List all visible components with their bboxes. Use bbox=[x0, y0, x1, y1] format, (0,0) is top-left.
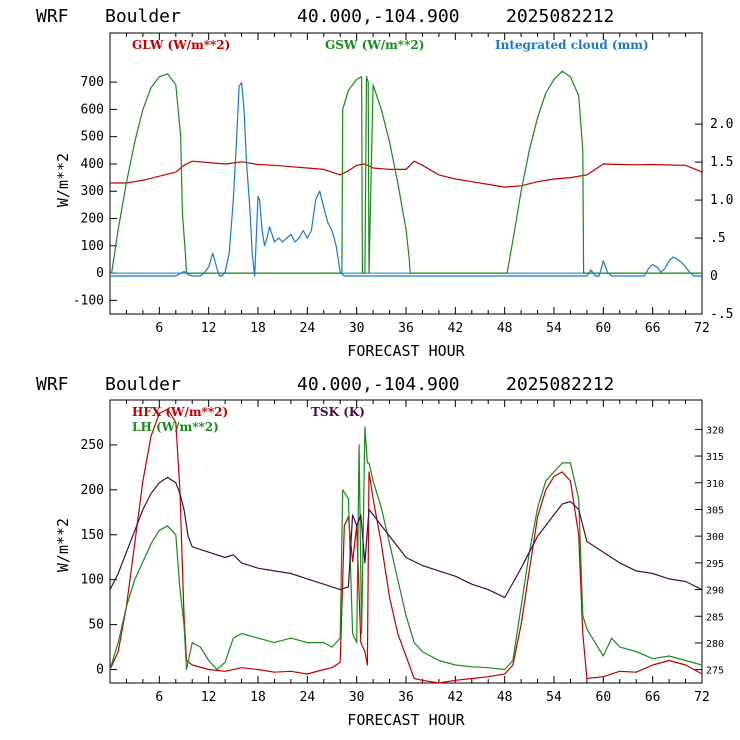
chart-bottom-x-tick-label: 72 bbox=[694, 690, 710, 705]
chart-bottom-header-coords: 40.000,-104.900 bbox=[297, 374, 460, 395]
chart-top-header-init: 2025082212 bbox=[506, 6, 614, 27]
chart-top-header-model: WRF bbox=[36, 6, 69, 27]
chart-bottom-x-tick-label: 24 bbox=[300, 690, 316, 705]
chart-bottom-x-tick-label: 60 bbox=[596, 690, 612, 705]
chart-top-x-tick-label: 36 bbox=[398, 321, 414, 336]
chart-top-x-tick-label: 66 bbox=[645, 321, 661, 336]
chart-top-legend-cloud: Integrated cloud (mm) bbox=[495, 38, 649, 52]
chart-top-x-tick-label: 24 bbox=[300, 321, 316, 336]
chart-top-x-tick-label: 72 bbox=[694, 321, 710, 336]
chart-bottom-header-site: Boulder bbox=[105, 374, 181, 395]
chart-top: WRF Boulder 40.000,-104.900 2025082212 G… bbox=[36, 6, 733, 360]
chart-bottom-series-line-1 bbox=[109, 426, 703, 671]
chart-top-y2-tick-label: 2.0 bbox=[710, 117, 733, 132]
chart-bottom-y2-tick-label: 285 bbox=[706, 612, 724, 623]
chart-bottom-y-tick-label: 100 bbox=[81, 573, 104, 588]
chart-top-y-tick-label: -100 bbox=[73, 293, 104, 308]
chart-top-y-tick-label: 400 bbox=[81, 157, 104, 172]
chart-bottom-series-line-2 bbox=[109, 476, 703, 599]
chart-top-series-line-1 bbox=[111, 70, 702, 274]
chart-top-x-tick-label: 60 bbox=[596, 321, 612, 336]
chart-top-x-tick-label: 12 bbox=[201, 321, 217, 336]
chart-bottom-y2-tick-label: 300 bbox=[706, 532, 724, 543]
chart-top-y2-tick-label: 1.0 bbox=[710, 193, 733, 208]
chart-bottom-x-tick-label: 42 bbox=[448, 690, 464, 705]
chart-top-header-site: Boulder bbox=[105, 6, 181, 27]
chart-bottom-y2-tick-label: 275 bbox=[706, 666, 724, 677]
chart-bottom-y2-tick-label: 290 bbox=[706, 586, 724, 597]
chart-top-header-coords: 40.000,-104.900 bbox=[297, 6, 460, 27]
chart-bottom-y2-tick-label: 310 bbox=[706, 479, 724, 490]
chart-top-y-tick-label: 600 bbox=[81, 102, 104, 117]
chart-bottom-y-tick-label: 200 bbox=[81, 483, 104, 498]
chart-bottom-y2-tick-label: 280 bbox=[706, 639, 724, 650]
chart-bottom-header-model: WRF bbox=[36, 374, 69, 395]
chart-top-y-label: W/m**2 bbox=[54, 153, 72, 207]
chart-bottom-legend-tsk: TSK (K) bbox=[311, 405, 365, 419]
chart-bottom-y-tick-label: 250 bbox=[81, 438, 104, 453]
chart-bottom-y2-tick-label: 320 bbox=[706, 425, 724, 436]
chart-bottom-y-tick-label: 50 bbox=[88, 618, 104, 633]
chart-bottom-y2-tick-label: 305 bbox=[706, 505, 724, 516]
chart-bottom-header-init: 2025082212 bbox=[506, 374, 614, 395]
chart-top-series-line-0 bbox=[110, 160, 703, 188]
chart-top-legend-glw: GLW (W/m**2) bbox=[132, 38, 230, 52]
chart-bottom-y-tick-label: 0 bbox=[96, 663, 104, 678]
chart-bottom-legend-hfx: HFX (W/m**2) bbox=[132, 405, 228, 419]
chart-top-x-axis: 6 12 18 24 30 36 42 48 54 60 66 72 bbox=[125, 33, 710, 336]
chart-top-legend-gsw: GSW (W/m**2) bbox=[325, 38, 424, 52]
chart-top-y2-tick-label: 0 bbox=[710, 269, 718, 284]
chart-top-y-tick-label: 300 bbox=[81, 184, 104, 199]
chart-bottom-y-axis: 0 50 100 150 200 250 bbox=[81, 438, 117, 678]
chart-bottom-y2-axis: 275 280 285 290 295 300 305 310 315 320 bbox=[695, 425, 724, 677]
chart-top-x-tick-label: 42 bbox=[448, 321, 464, 336]
chart-top-y-tick-label: 200 bbox=[81, 212, 104, 227]
chart-top-y-tick-label: 0 bbox=[96, 266, 104, 281]
chart-top-y2-axis: -.5 0 .5 1.0 1.5 2.0 bbox=[695, 117, 733, 322]
chart-top-x-tick-label: 54 bbox=[546, 321, 562, 336]
chart-top-y-tick-label: 700 bbox=[81, 75, 104, 90]
chart-bottom-x-tick-label: 66 bbox=[645, 690, 661, 705]
chart-top-x-tick-label: 48 bbox=[497, 321, 513, 336]
chart-top-x-label: FORECAST HOUR bbox=[347, 342, 465, 360]
chart-bottom-y-label: W/m**2 bbox=[54, 518, 72, 572]
chart-bottom-x-tick-label: 30 bbox=[349, 690, 365, 705]
chart-top-x-tick-label: 30 bbox=[349, 321, 365, 336]
chart-top-y2-tick-label: -.5 bbox=[710, 307, 733, 322]
chart-top-y-tick-label: 100 bbox=[81, 239, 104, 254]
chart-bottom: WRF Boulder 40.000,-104.900 2025082212 H… bbox=[36, 374, 724, 729]
chart-bottom-x-tick-label: 36 bbox=[398, 690, 414, 705]
chart-bottom-x-axis: 6 12 18 24 30 36 42 48 54 60 66 72 bbox=[125, 400, 710, 705]
chart-bottom-series-line-0 bbox=[109, 408, 703, 684]
chart-top-y-tick-label: 500 bbox=[81, 130, 104, 145]
chart-bottom-x-tick-label: 18 bbox=[250, 690, 266, 705]
chart-top-series bbox=[110, 70, 703, 277]
chart-top-y2-tick-label: .5 bbox=[710, 231, 726, 246]
chart-bottom-x-tick-label: 12 bbox=[201, 690, 217, 705]
chart-bottom-x-tick-label: 48 bbox=[497, 690, 513, 705]
chart-bottom-x-label: FORECAST HOUR bbox=[347, 711, 465, 729]
chart-bottom-y2-tick-label: 315 bbox=[706, 452, 724, 463]
chart-top-y2-tick-label: 1.5 bbox=[710, 155, 733, 170]
chart-bottom-y2-tick-label: 295 bbox=[706, 559, 724, 570]
chart-top-x-tick-label: 18 bbox=[250, 321, 266, 336]
chart-top-x-tick-label: 6 bbox=[155, 321, 163, 336]
chart-bottom-x-tick-label: 54 bbox=[546, 690, 562, 705]
chart-bottom-y-tick-label: 150 bbox=[81, 528, 104, 543]
chart-top-series-line-2 bbox=[110, 81, 702, 277]
chart-top-plot-frame bbox=[109, 32, 703, 315]
chart-bottom-series bbox=[109, 408, 703, 684]
chart-bottom-x-tick-label: 6 bbox=[155, 690, 163, 705]
